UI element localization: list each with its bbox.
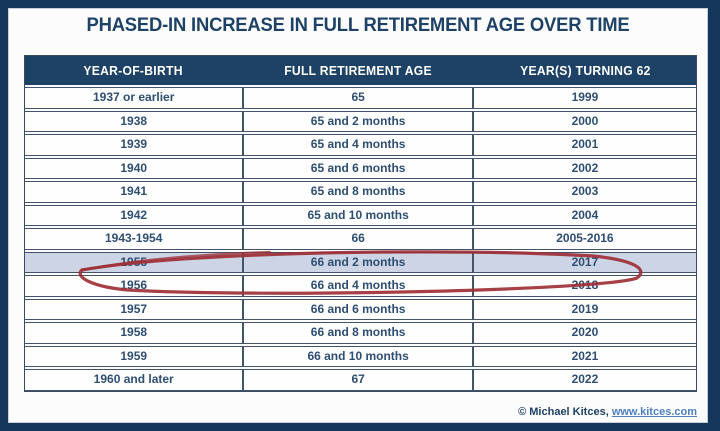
table-header-row: YEAR-OF-BIRTH FULL RETIREMENT AGE YEAR(S… (25, 56, 696, 85)
cell-year-of-birth: 1940 (120, 160, 148, 175)
cell-year-of-birth: 1938 (120, 113, 148, 128)
cell-year-turning-62: 2017 (571, 254, 599, 269)
cell-full-retirement-age: 65 and 2 months (242, 111, 474, 131)
cell-year-turning-62: 2002 (571, 160, 599, 175)
table-row: 1942 65 and 10 months 2004 (25, 204, 696, 226)
table-row: 1939 65 and 4 months 2001 (25, 134, 696, 156)
content-panel: PHASED-IN INCREASE IN FULL RETIREMENT AG… (8, 8, 708, 423)
cell-year-of-birth: 1943-1954 (105, 231, 163, 245)
cell-year-turning-62: 1999 (571, 90, 599, 104)
copyright-text: © Michael Kitces, (518, 406, 612, 418)
cell-full-retirement-age: 65 and 8 months (242, 182, 474, 202)
cell-year-turning-62: 2001 (571, 137, 599, 151)
table-row: 1956 66 and 4 months 2018 (25, 275, 696, 297)
cell-year-of-birth: 1960 and later (93, 372, 174, 386)
table-row: 1937 or earlier 65 1999 (25, 87, 696, 109)
cell-year-of-birth: 1939 (120, 137, 148, 151)
table-row: 1938 65 and 2 months 2000 (25, 110, 696, 132)
cell-full-retirement-age: 66 and 2 months (242, 252, 474, 272)
column-header-full-retirement-age: FULL RETIREMENT AGE (244, 63, 472, 78)
cell-year-of-birth: 1956 (120, 278, 148, 292)
cell-year-turning-62: 2022 (571, 372, 599, 386)
cell-full-retirement-age: 65 and 4 months (242, 135, 474, 155)
cell-full-retirement-age: 66 and 10 months (242, 346, 474, 366)
cell-full-retirement-age: 66 and 6 months (242, 299, 474, 319)
column-header-years-turning-62: YEAR(S) TURNING 62 (520, 63, 651, 78)
table-row: 1958 66 and 8 months 2020 (25, 322, 696, 344)
cell-full-retirement-age: 65 (242, 88, 474, 108)
cell-year-turning-62: 2003 (571, 184, 599, 198)
cell-full-retirement-age: 66 and 4 months (242, 276, 474, 296)
column-header-year-of-birth: YEAR-OF-BIRTH (83, 63, 183, 78)
cell-year-of-birth: 1942 (120, 207, 148, 222)
cell-year-turning-62: 2000 (571, 113, 599, 128)
table-row: 1957 66 and 6 months 2019 (25, 298, 696, 320)
cell-full-retirement-age: 66 and 8 months (242, 323, 474, 343)
cell-year-turning-62: 2005-2016 (556, 231, 614, 245)
table-row: 1955 66 and 2 months 2017 (25, 251, 696, 273)
table-row: 1960 and later 67 2022 (25, 369, 696, 391)
cell-year-of-birth: 1941 (120, 184, 148, 198)
page-title: PHASED-IN INCREASE IN FULL RETIREMENT AG… (86, 15, 630, 36)
attribution: © Michael Kitces, www.kitces.com (518, 406, 697, 418)
table-row: 1959 66 and 10 months 2021 (25, 345, 696, 367)
table-row: 1940 65 and 6 months 2002 (25, 157, 696, 179)
cell-year-of-birth: 1958 (120, 325, 148, 339)
cell-year-turning-62: 2004 (571, 207, 599, 222)
cell-full-retirement-age: 67 (242, 370, 474, 390)
table-row: 1943-1954 66 2005-2016 (25, 228, 696, 250)
cell-year-turning-62: 2019 (571, 301, 599, 316)
table-row: 1941 65 and 8 months 2003 (25, 181, 696, 203)
cell-full-retirement-age: 66 (242, 229, 474, 249)
cell-year-of-birth: 1959 (120, 348, 148, 363)
kitces-link[interactable]: www.kitces.com (611, 406, 697, 418)
cell-year-turning-62: 2021 (571, 348, 599, 363)
table-body: 1937 or earlier 65 1999 1938 65 and 2 mo… (25, 87, 696, 391)
cell-full-retirement-age: 65 and 10 months (242, 205, 474, 225)
retirement-age-table: YEAR-OF-BIRTH FULL RETIREMENT AGE YEAR(S… (24, 55, 697, 392)
cell-year-of-birth: 1955 (120, 254, 148, 269)
cell-year-turning-62: 2020 (571, 325, 599, 339)
cell-year-of-birth: 1957 (120, 301, 148, 316)
cell-year-turning-62: 2018 (571, 278, 599, 292)
cell-full-retirement-age: 65 and 6 months (242, 158, 474, 178)
cell-year-of-birth: 1937 or earlier (92, 90, 175, 104)
